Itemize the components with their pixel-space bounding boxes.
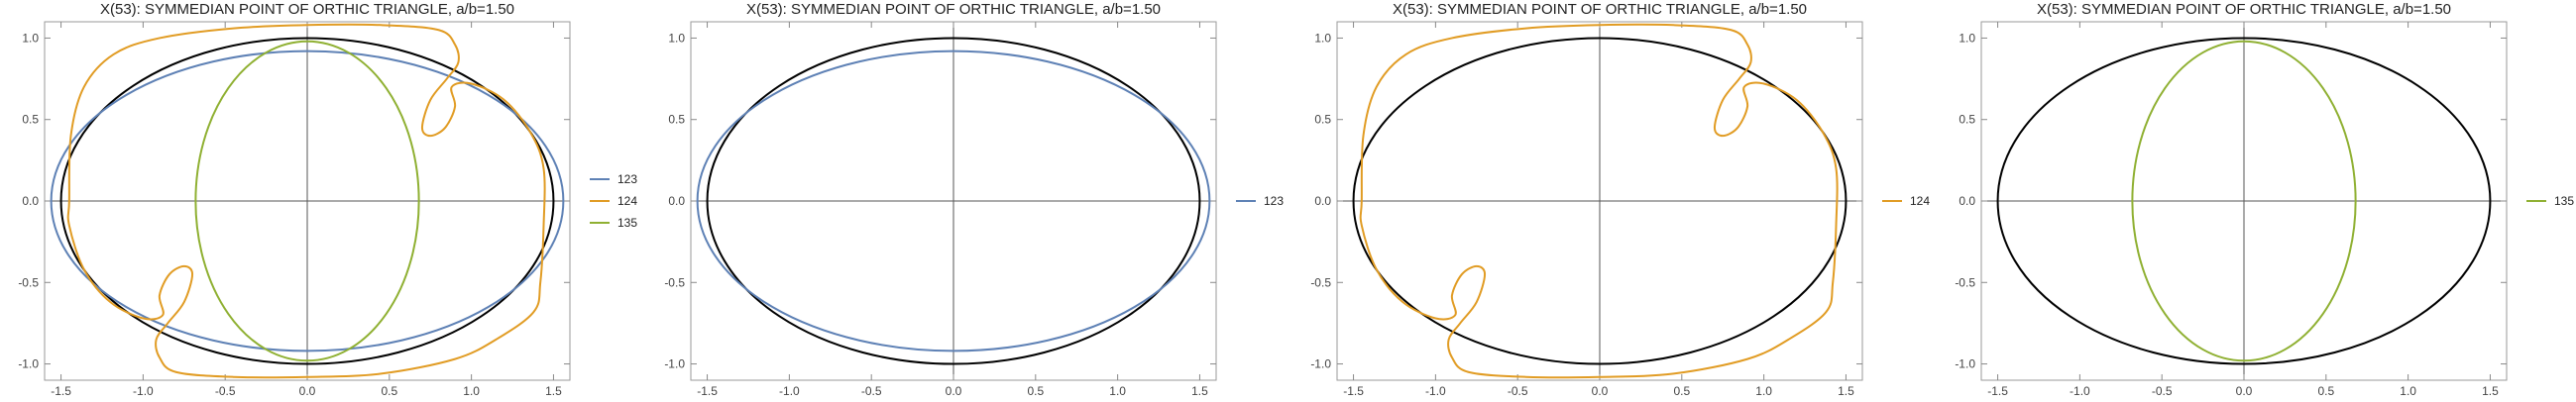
x-tick-label: 0.0 <box>2236 384 2253 398</box>
legend-label-124: 124 <box>617 194 637 208</box>
chart-panel-3: X(53): SYMMEDIAN POINT OF ORTHIC TRIANGL… <box>1292 0 1937 402</box>
x-tick-label: 0.5 <box>1673 384 1690 398</box>
x-tick-label: 0.5 <box>2317 384 2334 398</box>
reference-ellipse <box>59 37 555 365</box>
y-tick-label: -0.5 <box>18 275 39 289</box>
chart-title: X(53): SYMMEDIAN POINT OF ORTHIC TRIANGL… <box>100 1 514 18</box>
legend-label-135: 135 <box>2554 194 2574 208</box>
y-tick-label: 0.0 <box>22 194 39 208</box>
chart-svg-4: X(53): SYMMEDIAN POINT OF ORTHIC TRIANGL… <box>1955 1 2574 398</box>
y-tick-label: -0.5 <box>1955 275 1975 289</box>
x-tick-label: 1.0 <box>1109 384 1126 398</box>
x-tick-label: -1.5 <box>1987 384 2008 398</box>
y-tick-label: 1.0 <box>22 31 39 45</box>
chart-panel-1: X(53): SYMMEDIAN POINT OF ORTHIC TRIANGL… <box>0 0 644 402</box>
y-tick-label: 1.0 <box>668 31 685 45</box>
x-tick-label: 1.5 <box>1838 384 1854 398</box>
chart-title: X(53): SYMMEDIAN POINT OF ORTHIC TRIANGL… <box>1393 1 1807 18</box>
x-tick-label: 0.0 <box>1592 384 1609 398</box>
x-tick-label: 0.5 <box>1027 384 1044 398</box>
legend-label-123: 123 <box>617 172 637 186</box>
y-tick-label: -0.5 <box>1310 275 1331 289</box>
x-tick-label: -1.0 <box>779 384 800 398</box>
plot-area <box>1352 23 1848 379</box>
x-tick-label: 0.0 <box>946 384 962 398</box>
x-tick-label: 1.5 <box>2482 384 2499 398</box>
chart-svg-1: X(53): SYMMEDIAN POINT OF ORTHIC TRIANGL… <box>18 1 637 398</box>
y-tick-label: 0.0 <box>1959 194 1975 208</box>
x-tick-label: -1.5 <box>1343 384 1364 398</box>
x-tick-label: -1.5 <box>51 384 71 398</box>
x-tick-label: 1.0 <box>2400 384 2416 398</box>
y-tick-label: -0.5 <box>664 275 685 289</box>
x-tick-label: -0.5 <box>1508 384 1528 398</box>
reference-ellipse <box>1996 37 2492 365</box>
legend-label-124: 124 <box>1910 194 1930 208</box>
x-tick-label: 1.5 <box>1191 384 1208 398</box>
y-tick-label: 0.5 <box>668 113 685 127</box>
y-tick-label: 0.0 <box>668 194 685 208</box>
x-tick-label: -0.5 <box>215 384 236 398</box>
y-tick-label: 0.5 <box>22 113 39 127</box>
chart-title: X(53): SYMMEDIAN POINT OF ORTHIC TRIANGL… <box>2037 1 2451 18</box>
y-tick-label: -1.0 <box>18 357 39 371</box>
chart-svg-3: X(53): SYMMEDIAN POINT OF ORTHIC TRIANGL… <box>1310 1 1930 398</box>
x-tick-label: 0.5 <box>381 384 397 398</box>
y-tick-label: 1.0 <box>1959 31 1975 45</box>
plot-area <box>1996 37 2492 365</box>
legend-label-135: 135 <box>617 216 637 230</box>
chart-title: X(53): SYMMEDIAN POINT OF ORTHIC TRIANGL… <box>746 1 1161 18</box>
chart-svg-2: X(53): SYMMEDIAN POINT OF ORTHIC TRIANGL… <box>664 1 1284 398</box>
series-124-curve <box>1359 23 1839 379</box>
x-tick-label: 1.0 <box>1755 384 1772 398</box>
series-135-curve <box>2131 40 2357 362</box>
x-tick-label: 0.0 <box>299 384 316 398</box>
x-tick-label: -1.5 <box>697 384 718 398</box>
chart-panel-4: X(53): SYMMEDIAN POINT OF ORTHIC TRIANGL… <box>1937 0 2576 402</box>
y-tick-label: 0.5 <box>1959 113 1975 127</box>
x-tick-label: -1.0 <box>1425 384 1446 398</box>
series-124-curve <box>66 23 546 379</box>
x-tick-label: 1.5 <box>545 384 562 398</box>
y-tick-label: 0.0 <box>1314 194 1331 208</box>
chart-panel-2: X(53): SYMMEDIAN POINT OF ORTHIC TRIANGL… <box>646 0 1290 402</box>
y-tick-label: 1.0 <box>1314 31 1331 45</box>
reference-ellipse <box>706 37 1201 365</box>
plot-area <box>50 23 565 379</box>
x-tick-label: -0.5 <box>861 384 882 398</box>
x-tick-label: -0.5 <box>2152 384 2173 398</box>
y-tick-label: -1.0 <box>1955 357 1975 371</box>
series-135-curve <box>194 40 420 362</box>
series-123-curve <box>696 50 1211 352</box>
y-tick-label: 0.5 <box>1314 113 1331 127</box>
y-tick-label: -1.0 <box>1310 357 1331 371</box>
series-123-curve <box>50 50 565 352</box>
x-tick-label: -1.0 <box>133 384 154 398</box>
x-tick-label: 1.0 <box>463 384 480 398</box>
reference-ellipse <box>1352 37 1848 365</box>
plot-area <box>696 37 1211 365</box>
legend-label-123: 123 <box>1264 194 1284 208</box>
y-tick-label: -1.0 <box>664 357 685 371</box>
x-tick-label: -1.0 <box>2070 384 2090 398</box>
